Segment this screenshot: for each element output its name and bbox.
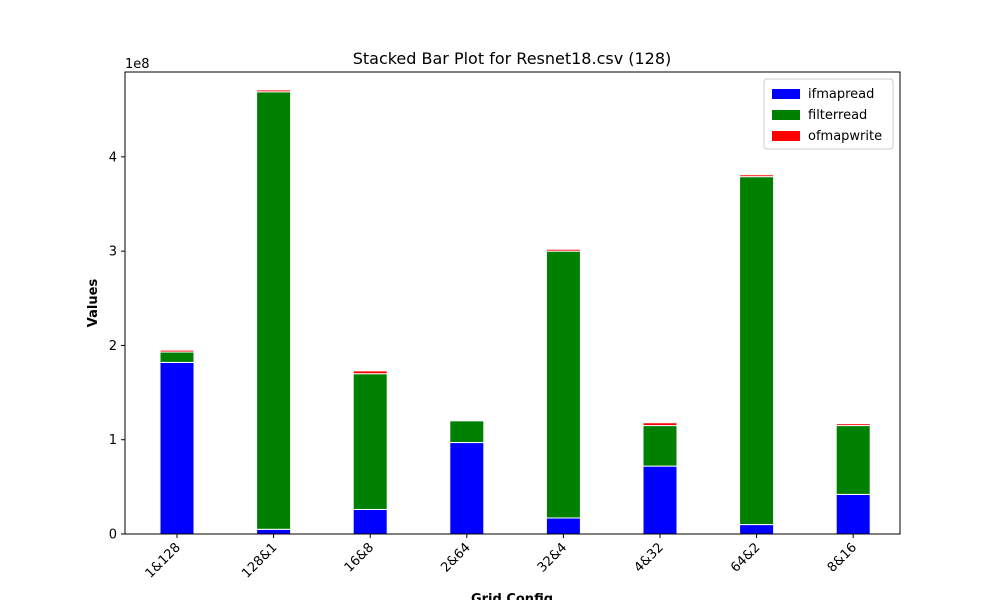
bar-filterread-128&1 xyxy=(256,91,292,530)
bar-filterread-32&4 xyxy=(545,250,581,519)
legend-swatch-ofmapwrite xyxy=(772,131,800,141)
bar-filterread-2&64 xyxy=(449,420,485,444)
bar-ofmapwrite-32&4 xyxy=(545,248,581,252)
y-tick-label: 0 xyxy=(109,528,117,543)
y-tick-label: 3 xyxy=(109,245,117,260)
bar-ifmapread-16&8 xyxy=(352,508,388,535)
x-axis: 1&128 128&1 16&8 2&64 32&4 4&32 64&2 8&16 xyxy=(143,534,860,581)
bar-filterread-16&8 xyxy=(352,373,388,510)
x-tick-label: 32&4 xyxy=(535,540,570,575)
x-tick-label: 8&16 xyxy=(825,540,860,575)
y-tick-label: 2 xyxy=(109,339,117,354)
x-tick-label: 64&2 xyxy=(728,540,763,575)
bar-ifmapread-128&1 xyxy=(256,528,292,535)
bar-filterread-1&128 xyxy=(159,351,195,363)
y-axis-label: Values xyxy=(86,279,101,328)
bar-ofmapwrite-64&2 xyxy=(739,174,775,178)
y-scale-label: 1e8 xyxy=(125,57,150,72)
bar-ifmapread-32&4 xyxy=(545,517,581,535)
bar-ofmapwrite-4&32 xyxy=(642,422,678,427)
bar-ofmapwrite-8&16 xyxy=(835,423,871,427)
bar-ofmapwrite-128&1 xyxy=(256,89,292,93)
plot-frame xyxy=(124,71,901,535)
legend-swatch-ifmapread xyxy=(772,89,800,99)
x-tick-label: 4&32 xyxy=(632,540,667,575)
bar-ifmapread-64&2 xyxy=(739,524,775,535)
bar-ofmapwrite-1&128 xyxy=(159,349,195,353)
legend: ifmapread filterread ofmapwrite xyxy=(763,78,894,150)
bar-filterread-8&16 xyxy=(835,425,871,495)
x-axis-label: Grid Config xyxy=(471,592,553,600)
legend-label-ofmapwrite: ofmapwrite xyxy=(808,129,882,144)
chart-title: Stacked Bar Plot for Resnet18.csv (128) xyxy=(353,49,672,68)
bars-layer xyxy=(159,89,871,535)
legend-swatch-filterread xyxy=(772,110,800,120)
bar-filterread-4&32 xyxy=(642,425,678,467)
bar-ifmapread-1&128 xyxy=(159,361,195,535)
bar-ifmapread-2&64 xyxy=(449,442,485,535)
bar-ifmapread-8&16 xyxy=(835,493,871,535)
y-tick-label: 4 xyxy=(109,150,117,165)
x-tick-label: 1&128 xyxy=(143,540,184,581)
x-tick-label: 16&8 xyxy=(342,540,377,575)
legend-label-filterread: filterread xyxy=(808,108,867,123)
x-tick-label: 2&64 xyxy=(438,540,473,575)
bar-filterread-64&2 xyxy=(739,176,775,526)
y-axis: 0 1 2 3 4 xyxy=(109,150,125,543)
bar-ofmapwrite-16&8 xyxy=(352,370,388,375)
x-tick-label: 128&1 xyxy=(239,540,280,581)
bar-ifmapread-4&32 xyxy=(642,465,678,535)
y-tick-label: 1 xyxy=(109,433,117,448)
legend-label-ifmapread: ifmapread xyxy=(808,87,874,102)
